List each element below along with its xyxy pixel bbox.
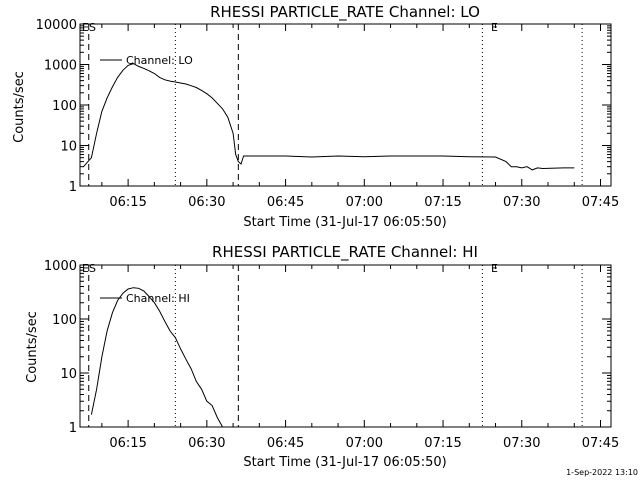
time-markers-hi [88, 265, 583, 427]
y-tick-label: 1 [69, 421, 77, 436]
y-axis-label-hi: Counts/sec [25, 311, 40, 383]
x-tick-label: 06:45 [267, 195, 304, 210]
x-tick-label: 06:15 [109, 195, 146, 210]
x-tick-label: 06:30 [188, 195, 225, 210]
y-tick-label: 1000 [44, 259, 77, 274]
y-tick-label: 1 [69, 180, 77, 195]
y-tick-label: 100 [52, 99, 77, 114]
chart-title-hi: RHESSI PARTICLE_RATE Channel: HI [212, 243, 478, 262]
x-tick-label: 07:45 [582, 436, 619, 451]
x-tick-label: 07:00 [346, 436, 383, 451]
x-tick-label: 07:15 [424, 436, 461, 451]
y-tick-label: 100 [52, 313, 77, 328]
ticks-lo: 1 10 100 1000 10000 06:15 06:30 06:45 07:00 07:15… [36, 18, 620, 210]
series-lo [83, 63, 575, 171]
y-tick-label: 10 [60, 140, 77, 155]
series-line [90, 287, 224, 428]
x-axis-label-lo: Start Time (31-Jul-17 06:05:50) [243, 215, 446, 230]
legend-label-hi: Channel: HI [126, 292, 190, 305]
chart-title-lo: RHESSI PARTICLE_RATE Channel: LO [210, 3, 480, 22]
x-tick-label: 06:15 [109, 436, 146, 451]
x-tick-label: 07:00 [346, 195, 383, 210]
x-tick-label: 06:45 [267, 436, 304, 451]
plot-frame-hi [79, 264, 612, 428]
y-axis-label-lo: Counts/sec [12, 71, 27, 143]
x-tick-label: 07:30 [503, 436, 540, 451]
y-tick-label: 10 [60, 367, 77, 382]
series-line [83, 63, 575, 171]
annotation-e-hi: E [491, 262, 498, 275]
footer-timestamp: 1-Sep-2022 13:10 [566, 468, 638, 477]
legend-label-lo: Channel: LO [126, 54, 193, 67]
x-tick-label: 06:30 [188, 436, 225, 451]
plot-frame-lo [79, 23, 612, 187]
series-hi [90, 287, 224, 428]
x-tick-label: 07:15 [424, 195, 461, 210]
annotation-e-lo: E [491, 21, 498, 34]
x-tick-label: 07:45 [582, 195, 619, 210]
y-tick-label: 1000 [44, 59, 77, 74]
x-tick-label: 07:30 [503, 195, 540, 210]
y-tick-label: 10000 [36, 18, 77, 33]
x-axis-label-hi: Start Time (31-Jul-17 06:05:50) [243, 455, 446, 470]
